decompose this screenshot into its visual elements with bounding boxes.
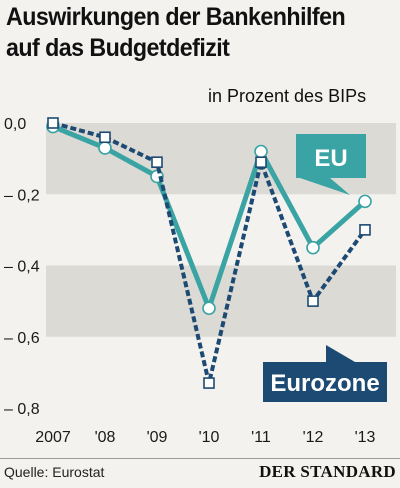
line-chart: 0,0 – 0,2 – 0,4 – 0,6 – 0,8 2007 '08 '09 '10 '11… (4, 116, 396, 446)
eu-point (306, 240, 320, 255)
x-tick-label: '11 (251, 429, 271, 446)
x-tick-label: '10 (199, 429, 220, 446)
x-axis-ticks: 2007 '08 '09 '10 '11 '12 '13 (35, 429, 375, 446)
eurozone-point (99, 131, 111, 144)
eurozone-label-box (263, 362, 387, 402)
chart-subtitle: in Prozent des BIPs (208, 86, 367, 106)
y-tick-label: – 0,6 (4, 330, 40, 347)
eurozone-point (307, 295, 319, 307)
y-tick-label: – 0,8 (4, 401, 40, 418)
series-labels: EU Eurozone (263, 134, 387, 402)
eurozone-point (151, 156, 163, 168)
title-line-1: Auswirkungen der Bankenhilfen (6, 3, 346, 31)
eurozone-point (255, 156, 267, 168)
eurozone-label-pointer (326, 345, 355, 362)
eu-label: EU (314, 145, 347, 172)
series-eurozone (47, 117, 371, 389)
brand-logo: DER STANDARD (259, 462, 396, 481)
x-tick-label: '08 (95, 429, 116, 446)
eurozone-label: Eurozone (270, 370, 379, 397)
eurozone-point (203, 377, 215, 389)
eurozone-point (47, 117, 59, 129)
x-tick-label: '12 (303, 429, 324, 446)
eu-label-box (296, 134, 366, 178)
footer-divider (0, 458, 400, 459)
eu-point (202, 301, 216, 316)
series-eu (46, 119, 372, 316)
eurozone-point (359, 224, 371, 236)
eu-label-pointer (300, 178, 350, 195)
eu-point (254, 144, 268, 159)
y-tick-label: – 0,2 (4, 187, 40, 204)
x-tick-label: '13 (355, 429, 376, 446)
y-tick-label: 0,0 (4, 116, 26, 133)
title-line-2: auf das Budgetdefizit (6, 34, 230, 62)
y-tick-label: – 0,4 (4, 259, 40, 276)
x-tick-label: 2007 (35, 429, 71, 446)
chart-title: Auswirkungen der Bankenhilfen auf das Bu… (6, 2, 371, 64)
x-tick-label: '09 (147, 429, 168, 446)
eu-point (98, 141, 112, 155)
source-note: Quelle: Eurostat (4, 464, 105, 480)
eu-point (358, 194, 372, 209)
y-axis-ticks: 0,0 – 0,2 – 0,4 – 0,6 – 0,8 (4, 116, 40, 418)
